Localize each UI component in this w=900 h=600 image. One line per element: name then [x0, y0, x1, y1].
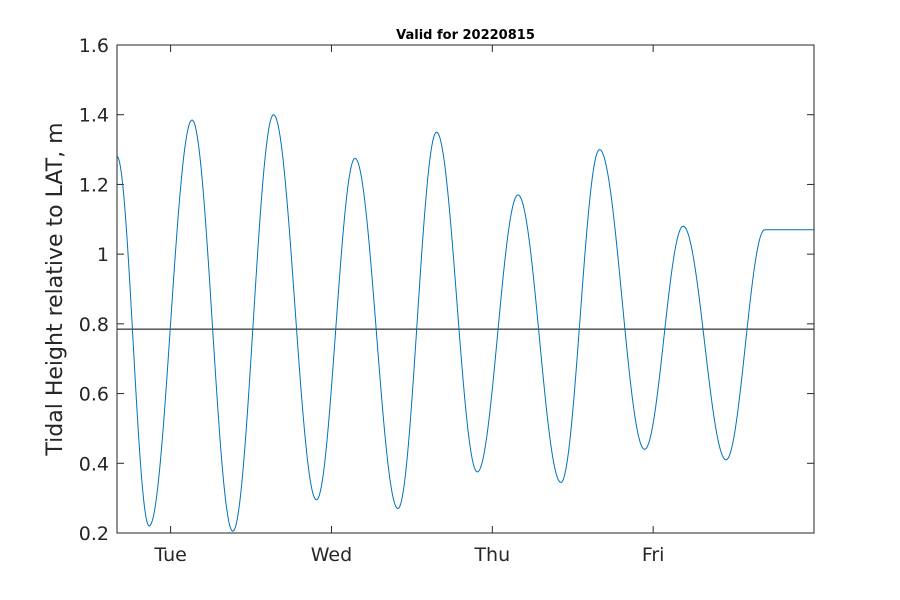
- x-tick-label: Fri: [642, 544, 665, 566]
- x-tick-label: Thu: [473, 544, 510, 566]
- y-tick-label: 1.6: [79, 35, 109, 57]
- tide-series-line: [116, 114, 814, 532]
- x-tick-label: Tue: [153, 544, 186, 566]
- y-axis-ticks: 0.2 0.4 0.6 0.8 1 1.2 1.4 1.6: [79, 35, 814, 545]
- plot-frame: [116, 44, 815, 534]
- x-tick-label: Wed: [311, 544, 352, 566]
- y-tick-label: 0.8: [79, 314, 109, 336]
- y-tick-label: 1.2: [79, 174, 109, 196]
- chart-title: Valid for 20220815: [396, 28, 535, 43]
- x-axis-ticks: Tue Wed Thu Fri: [153, 45, 664, 566]
- y-tick-label: 1: [97, 244, 109, 266]
- y-tick-label: 0.6: [79, 384, 109, 406]
- y-tick-label: 0.2: [79, 523, 109, 545]
- y-axis-label: Tidal Height relative to LAT, m: [43, 122, 68, 456]
- y-tick-label: 1.4: [79, 105, 109, 127]
- y-tick-label: 0.4: [79, 453, 109, 475]
